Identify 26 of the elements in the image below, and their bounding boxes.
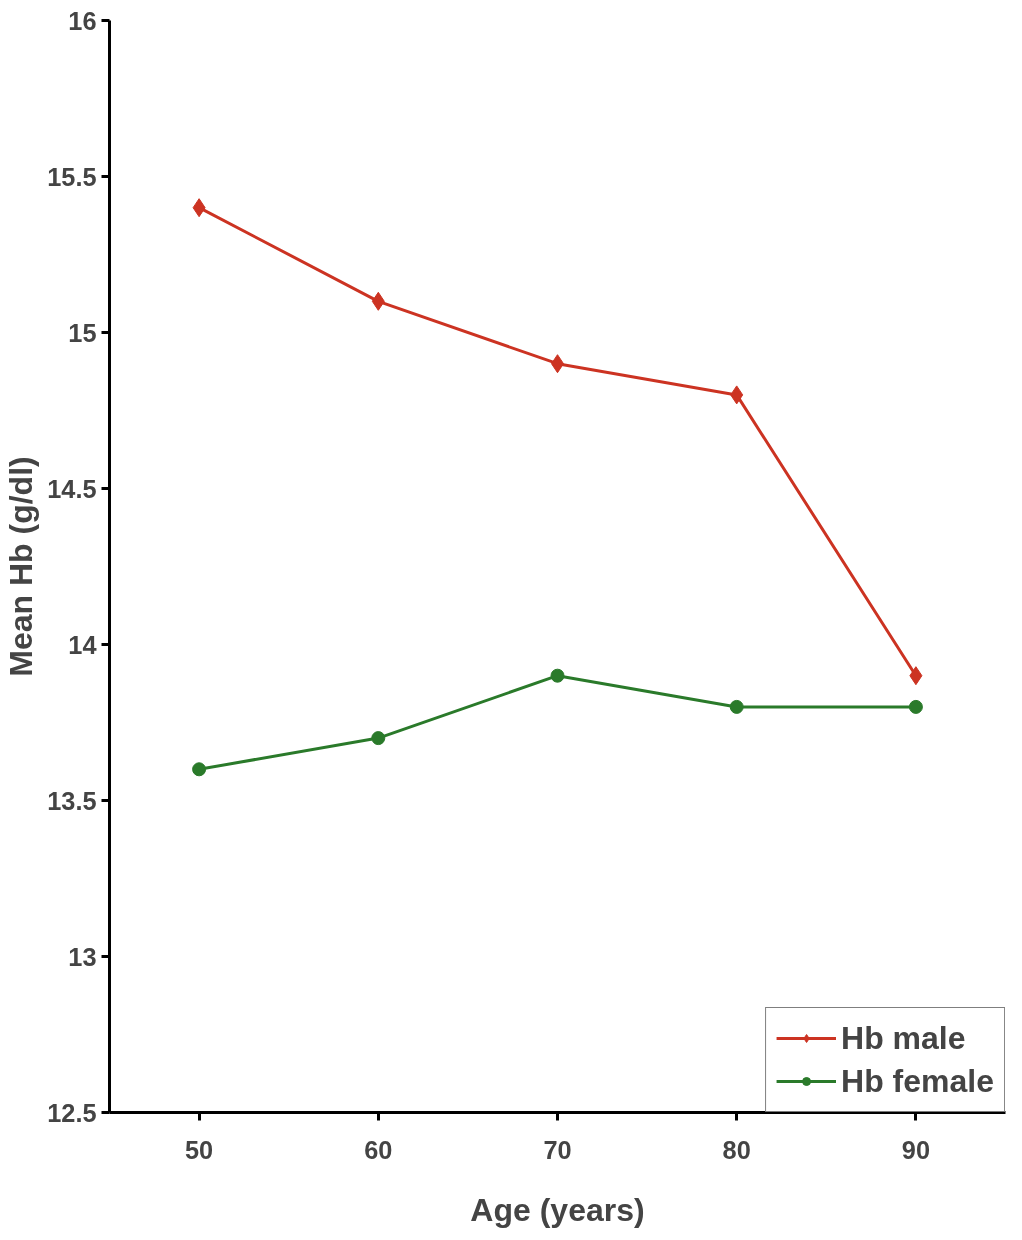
point bbox=[371, 291, 385, 311]
point bbox=[908, 699, 923, 714]
y-tick-label: 13.5 bbox=[47, 786, 97, 815]
y-tick-label: 16 bbox=[68, 6, 97, 35]
y-tick-label: 13 bbox=[68, 942, 97, 971]
point bbox=[730, 385, 744, 405]
point bbox=[909, 666, 923, 686]
point bbox=[371, 731, 386, 746]
x-tick-label: 60 bbox=[364, 1135, 393, 1164]
x-tick-label: 50 bbox=[185, 1135, 214, 1164]
y-tick-label: 14 bbox=[68, 630, 97, 659]
x-tick-label: 70 bbox=[543, 1135, 572, 1164]
point bbox=[192, 198, 206, 218]
legend-label: Hb female bbox=[841, 1061, 994, 1101]
point bbox=[550, 668, 565, 683]
x-axis-title: Age (years) bbox=[470, 1191, 645, 1228]
point bbox=[192, 762, 207, 777]
legend-label: Hb male bbox=[841, 1018, 966, 1058]
y-tick-label: 12.5 bbox=[47, 1098, 97, 1127]
y-axis-title: Mean Hb (g/dl) bbox=[3, 456, 40, 677]
y-tick-label: 15 bbox=[68, 318, 97, 347]
y-tick-label: 14.5 bbox=[47, 474, 97, 503]
x-tick-label: 80 bbox=[722, 1135, 751, 1164]
point bbox=[729, 699, 744, 714]
x-tick-label: 90 bbox=[901, 1135, 930, 1164]
y-tick-label: 15.5 bbox=[47, 162, 97, 191]
